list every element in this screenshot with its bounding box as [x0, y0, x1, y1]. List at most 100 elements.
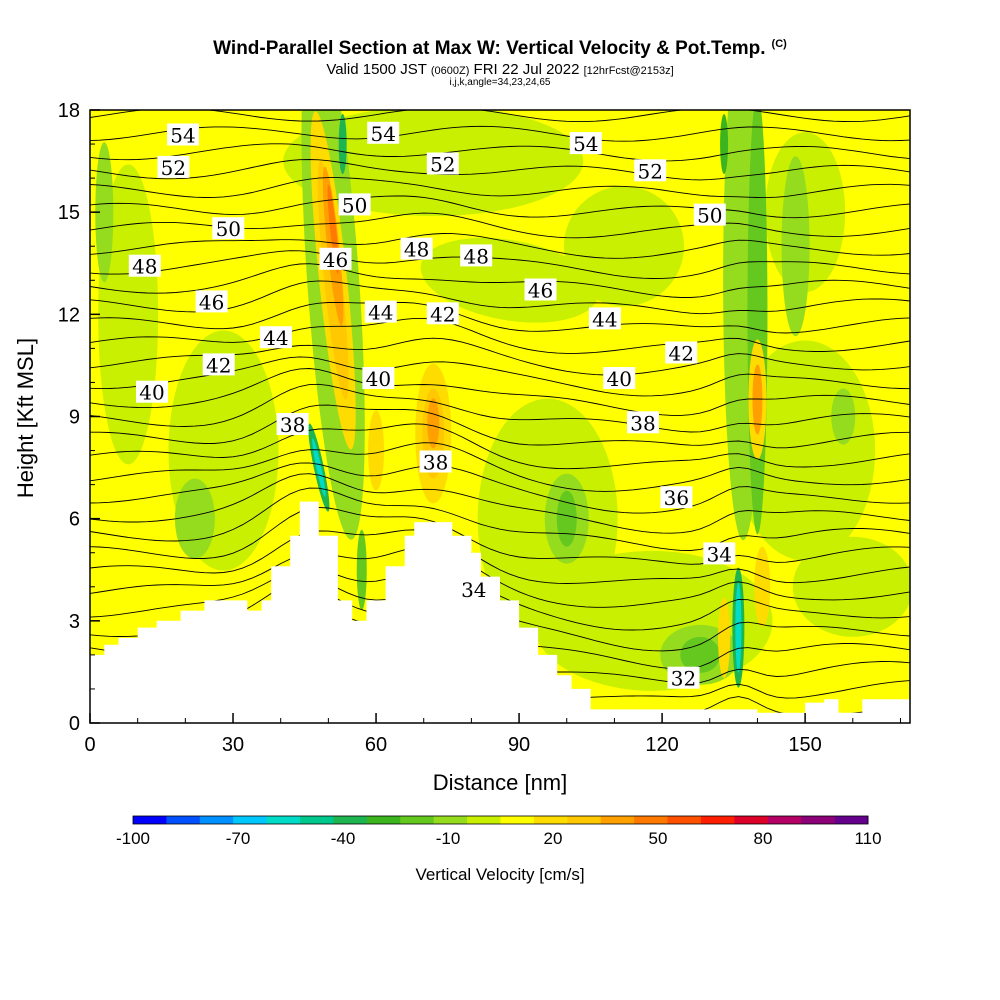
contour-label-box — [400, 237, 433, 260]
colorbar-swatch — [467, 816, 501, 824]
downdraft — [831, 388, 856, 445]
updraft — [718, 597, 731, 678]
downdraft — [356, 529, 367, 610]
contour-label-box — [212, 217, 245, 240]
contour-label: 50 — [693, 203, 726, 228]
colorbar: -100 -70 -40 -10 20 50 80 110 — [116, 815, 882, 848]
contour-label-box — [276, 413, 309, 435]
contour-label: 50 — [212, 217, 245, 241]
contour-label: 42 — [426, 302, 459, 326]
contour-label-text: 54 — [170, 124, 195, 148]
theta-isoline — [90, 301, 910, 334]
downdraft-band — [747, 110, 768, 535]
strong-downdraft-core — [312, 438, 326, 497]
theta-isoline — [90, 125, 910, 142]
contour-label: 40 — [136, 380, 168, 405]
contour-label-text: 40 — [366, 367, 391, 391]
colorbar-tick-label: 80 — [754, 829, 773, 848]
colorbar-swatch — [701, 816, 735, 824]
contour-label-text: 54 — [370, 122, 395, 146]
downdraft — [781, 156, 810, 337]
contour-label-text: 40 — [139, 381, 164, 405]
contour-label-box — [338, 193, 371, 216]
contour-label: 42 — [202, 353, 235, 377]
contour-label: 44 — [588, 307, 621, 331]
colorbar-swatch — [400, 816, 435, 824]
contour-label: 46 — [319, 247, 352, 272]
contour-label-box — [364, 300, 397, 323]
contour-label-text: 38 — [423, 451, 448, 475]
contour-label: 38 — [419, 450, 452, 475]
theta-isoline — [90, 317, 910, 354]
theta-isoline — [90, 233, 910, 259]
theta-isoline — [90, 195, 910, 219]
weak-downdraft — [563, 186, 684, 307]
contour-label-box — [569, 132, 602, 155]
colorbar-tick-label: -100 — [116, 829, 150, 848]
contour-label-text: 52 — [430, 153, 455, 177]
colorbar-swatch — [366, 816, 401, 824]
colorbar-swatch — [500, 816, 535, 824]
colorbar-swatch — [233, 816, 268, 824]
chart-subtitle: Valid 1500 JST (0600Z) FRI 22 Jul 2022 [… — [0, 61, 1000, 78]
valid-time: Valid 1500 JST — [326, 61, 427, 78]
chart-title-text: Wind-Parallel Section at Max W: Vertical… — [213, 38, 766, 59]
theta-isoline — [90, 143, 910, 162]
contour-label-box — [195, 290, 228, 313]
contour-label-text: 38 — [280, 413, 305, 437]
valid-date: FRI 22 Jul 2022 — [473, 61, 580, 78]
colorbar-swatch — [199, 816, 234, 824]
contour-label-box — [259, 326, 292, 349]
theta-isoline — [90, 506, 910, 565]
contour-label: 34 — [703, 542, 736, 566]
contour-label-text: 52 — [161, 156, 186, 180]
colorbar-tick-label: 50 — [649, 829, 668, 848]
contour-labels: 54 52 50 48 46 44 42 40 38 54 50 46 48 44 40 52 48 42 38 34… — [128, 121, 736, 691]
contour-label-text: 34 — [707, 542, 732, 566]
contour-label-box — [667, 666, 700, 689]
y-tick-label: 18 — [58, 100, 80, 122]
contour-label: 34 — [457, 578, 490, 602]
y-tick-label: 12 — [58, 304, 80, 326]
contour-label-box — [627, 411, 659, 434]
contour-label-text: 50 — [697, 204, 722, 228]
contour-label-box — [457, 578, 490, 601]
y-axis-title: Height [Kft MSL] — [13, 338, 38, 498]
contour-label-box — [426, 302, 459, 325]
contour-label-box — [319, 247, 352, 270]
contour-label: 48 — [128, 254, 161, 279]
y-tick-label: 9 — [69, 407, 80, 429]
colorbar-title: Vertical Velocity [cm/s] — [415, 865, 584, 884]
theta-isoline — [90, 159, 910, 181]
colorbar-tick-label: 110 — [854, 829, 881, 848]
theta-isoline — [90, 529, 910, 584]
contour-label: 44 — [259, 326, 292, 350]
contour-label-box — [703, 542, 736, 565]
contour-label-text: 42 — [430, 302, 455, 326]
chart-title: Wind-Parallel Section at Max W: Vertical… — [0, 38, 1000, 60]
contour-label: 40 — [362, 367, 395, 391]
colorbar-swatch — [634, 816, 668, 824]
contour-label-text: 36 — [664, 486, 689, 510]
contour-label-box — [524, 278, 557, 301]
theta-isoline — [90, 250, 910, 279]
forecast-info: [12hrFcst@2153z] — [583, 65, 674, 77]
colorbar-swatch — [801, 816, 836, 824]
x-tick-label: 30 — [222, 734, 244, 756]
contour-label-box — [660, 486, 693, 509]
colorbar-swatch — [667, 816, 702, 824]
contour-label-text: 44 — [592, 307, 617, 331]
contour-label-text: 42 — [206, 353, 231, 377]
colorbar-swatch — [767, 816, 802, 824]
contour-label-box — [665, 341, 698, 364]
colorbar-swatch — [567, 816, 602, 824]
strong-downdraft-core — [735, 582, 742, 673]
theta-isoline — [90, 110, 910, 123]
contour-label-text: 54 — [573, 132, 598, 156]
contour-label-box — [426, 152, 459, 175]
x-tick-label: 120 — [645, 734, 678, 756]
y-axis: 0 3 6 9 12 15 18 — [58, 100, 100, 735]
theta-isoline — [90, 423, 910, 470]
copyright-mark: (C) — [771, 38, 787, 50]
